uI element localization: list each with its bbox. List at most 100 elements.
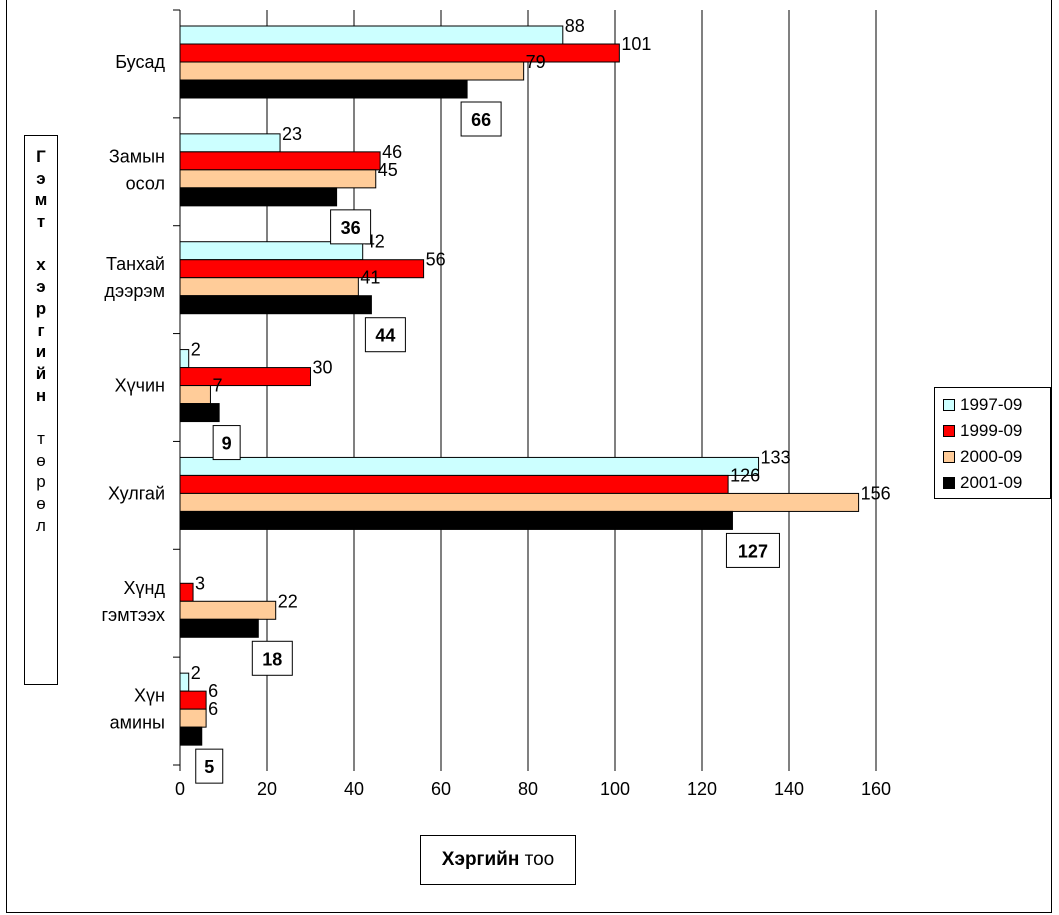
category-label: Замын (109, 146, 165, 166)
bar-1999-09 (179, 690, 207, 710)
y-axis-title-char: р (36, 472, 46, 492)
data-label: 79 (526, 52, 546, 72)
category-label: дээрэм (104, 281, 165, 301)
bar-2000-09 (179, 492, 860, 512)
data-label: 6 (208, 681, 218, 701)
data-label: 41 (360, 268, 380, 288)
x-tick-label: 40 (344, 779, 364, 799)
data-label: 2 (191, 663, 201, 683)
y-axis-title-char: э (36, 277, 46, 297)
legend-item: 2001-09 (943, 470, 1050, 496)
x-axis-title-rest: тоо (524, 849, 555, 870)
data-label: 127 (738, 541, 768, 561)
bar-2000-09 (179, 61, 525, 81)
y-axis-title-char: т (37, 428, 45, 448)
data-label-box (330, 209, 372, 245)
x-tick-label: 0 (175, 779, 185, 799)
bar-2001-09 (179, 295, 372, 315)
data-label: 46 (382, 142, 402, 162)
data-label-box (251, 640, 293, 676)
x-axis-title: Хэргийн тоо (420, 835, 576, 885)
data-label: 88 (565, 16, 585, 36)
data-label: 18 (262, 649, 282, 669)
legend-label: 2001-09 (960, 473, 1023, 492)
bar-2000-09 (179, 600, 277, 620)
bar-2000-09 (179, 277, 359, 297)
bar-1997-09 (179, 456, 760, 476)
category-label: амины (110, 713, 165, 733)
data-label: 36 (341, 218, 361, 238)
data-label: 66 (471, 110, 491, 130)
y-axis-title-char: ө (36, 450, 46, 470)
category-label: Хулгай (108, 483, 165, 503)
y-axis-title-char (39, 406, 44, 428)
data-label: 126 (730, 465, 760, 485)
legend-item: 1997-09 (943, 392, 1050, 418)
data-label-box (364, 317, 406, 353)
category-label: Хүчин (115, 376, 165, 396)
bar-2001-09 (179, 79, 468, 99)
data-label: 30 (313, 358, 333, 378)
y-axis-title-char: т (36, 212, 46, 232)
y-axis-title-char: г (37, 320, 45, 340)
y-axis-title-char: м (34, 190, 48, 210)
data-label-box (212, 425, 241, 461)
data-label: 6 (208, 699, 218, 719)
legend-item: 2000-09 (943, 444, 1050, 470)
x-axis-title-bold: Хэргийн (441, 849, 520, 870)
bar-2001-09 (179, 618, 259, 638)
y-axis-title-char: ө (36, 494, 46, 513)
data-label: 9 (222, 434, 232, 454)
data-label: 3 (195, 573, 205, 593)
bar-2001-09 (179, 510, 733, 530)
bar-2001-09 (179, 187, 338, 207)
legend: 1997-09 1999-09 2000-09 2001-09 (934, 387, 1051, 499)
bar-1997-09 (179, 672, 190, 692)
legend-label: 1999-09 (960, 421, 1023, 440)
legend-item: 1999-09 (943, 418, 1050, 444)
bar-2001-09 (179, 403, 220, 423)
bar-1999-09 (179, 367, 311, 387)
legend-swatch (943, 451, 955, 463)
data-label: 101 (621, 34, 651, 54)
x-tick-label: 80 (518, 779, 538, 799)
y-axis-title-char: н (35, 385, 47, 405)
legend-label: 1997-09 (960, 395, 1023, 414)
data-label-box (725, 532, 780, 568)
y-axis-title-char: х (36, 255, 46, 275)
bar-2000-09 (179, 708, 207, 728)
data-label-box (195, 748, 224, 784)
legend-swatch (943, 399, 955, 411)
y-axis-title-char: и (35, 342, 47, 362)
legend-label: 2000-09 (960, 447, 1023, 466)
data-label: 45 (378, 160, 398, 180)
category-label: Хүнд (124, 578, 166, 598)
category-label: Танхай (106, 254, 165, 274)
data-label: 44 (375, 326, 395, 346)
chart-frame (6, 0, 1052, 913)
data-label: 2 (191, 340, 201, 360)
bar-1999-09 (179, 259, 425, 279)
category-label: осол (126, 173, 165, 193)
y-axis-title-char: э (36, 168, 46, 188)
bar-1999-09 (179, 43, 620, 63)
x-tick-label: 120 (687, 779, 717, 799)
y-axis-title-char (39, 233, 44, 255)
bar-2001-09 (179, 726, 203, 746)
y-axis-title-char: л (36, 515, 46, 535)
bar-2000-09 (179, 169, 377, 189)
category-label: гэмтээх (101, 605, 165, 625)
bar-1997-09 (179, 241, 364, 261)
data-label: 22 (278, 591, 298, 611)
y-axis-title-char: Г (36, 147, 46, 166)
data-label: 56 (426, 250, 446, 270)
x-tick-label: 160 (861, 779, 891, 799)
y-axis-title-char: й (35, 363, 47, 383)
bar-1997-09 (179, 349, 190, 369)
x-tick-label: 20 (257, 779, 277, 799)
category-label: Хүн (134, 686, 165, 706)
data-label: 156 (861, 483, 891, 503)
data-label-box (460, 101, 502, 137)
